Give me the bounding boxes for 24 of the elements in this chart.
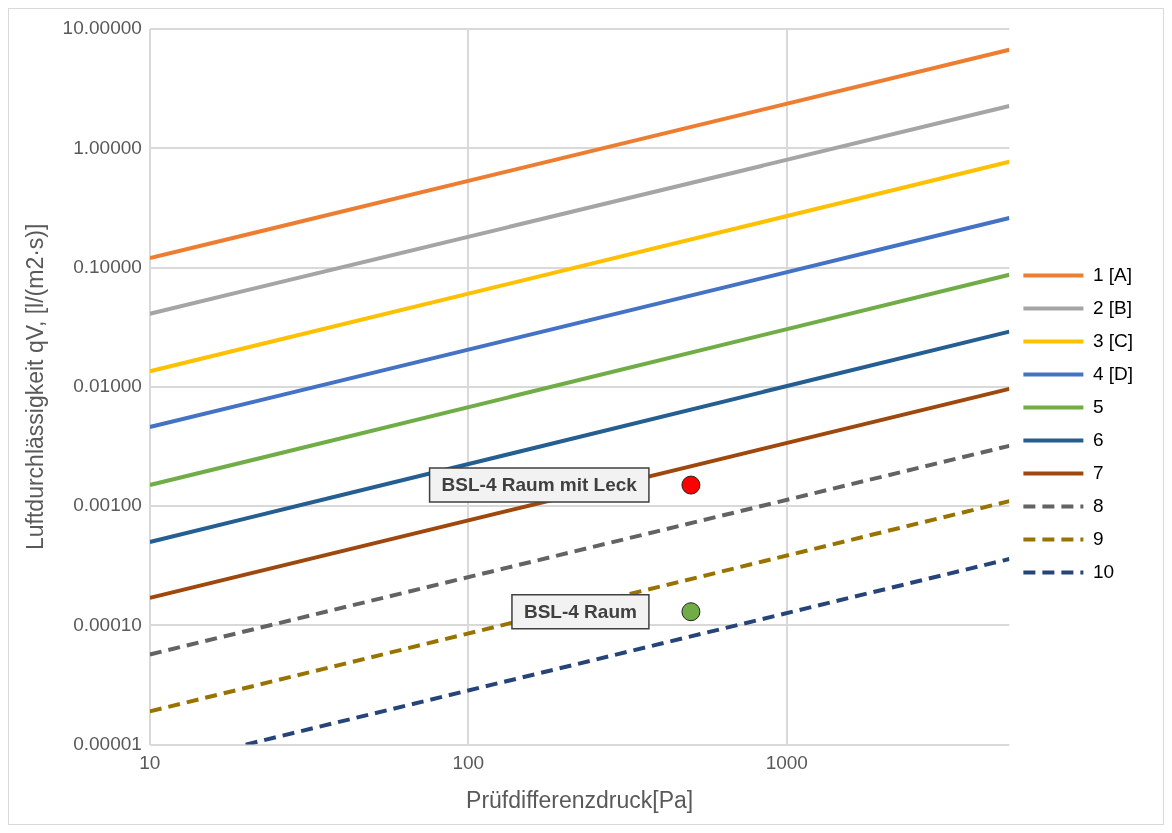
legend-label: 8	[1092, 494, 1104, 516]
legend-label: 1 [A]	[1092, 263, 1132, 285]
y-tick-label: 10.00000	[62, 17, 142, 39]
legend-label: 7	[1092, 461, 1104, 483]
y-tick-label: 0.00010	[73, 613, 142, 635]
y-tick-label: 0.10000	[73, 255, 142, 277]
x-tick-label: 1000	[765, 752, 808, 774]
y-tick-label: 0.00001	[73, 732, 142, 754]
y-axis-title: Luftdurchlässigkeit qV, [l/(m2·s)]	[22, 223, 49, 550]
annotation: BSL-4 Raum mit Leck	[441, 474, 638, 496]
legend-label: 10	[1092, 560, 1115, 582]
annotation: BSL-4 Raum	[523, 600, 637, 622]
legend-label: 5	[1092, 395, 1104, 417]
x-tick-label: 10	[139, 752, 161, 774]
legend-label: 4 [D]	[1092, 362, 1133, 384]
legend-label: 3 [C]	[1092, 329, 1133, 351]
legend-label: 9	[1092, 527, 1104, 549]
x-tick-label: 100	[452, 752, 485, 774]
y-tick-label: 0.01000	[73, 375, 142, 397]
y-tick-label: 1.00000	[73, 136, 142, 158]
x-axis-title: Prüfdifferenzdruck[Pa]	[466, 786, 694, 813]
y-tick-label: 0.00100	[73, 494, 142, 516]
legend-label: 6	[1092, 428, 1104, 450]
legend-label: 2 [B]	[1092, 296, 1132, 318]
